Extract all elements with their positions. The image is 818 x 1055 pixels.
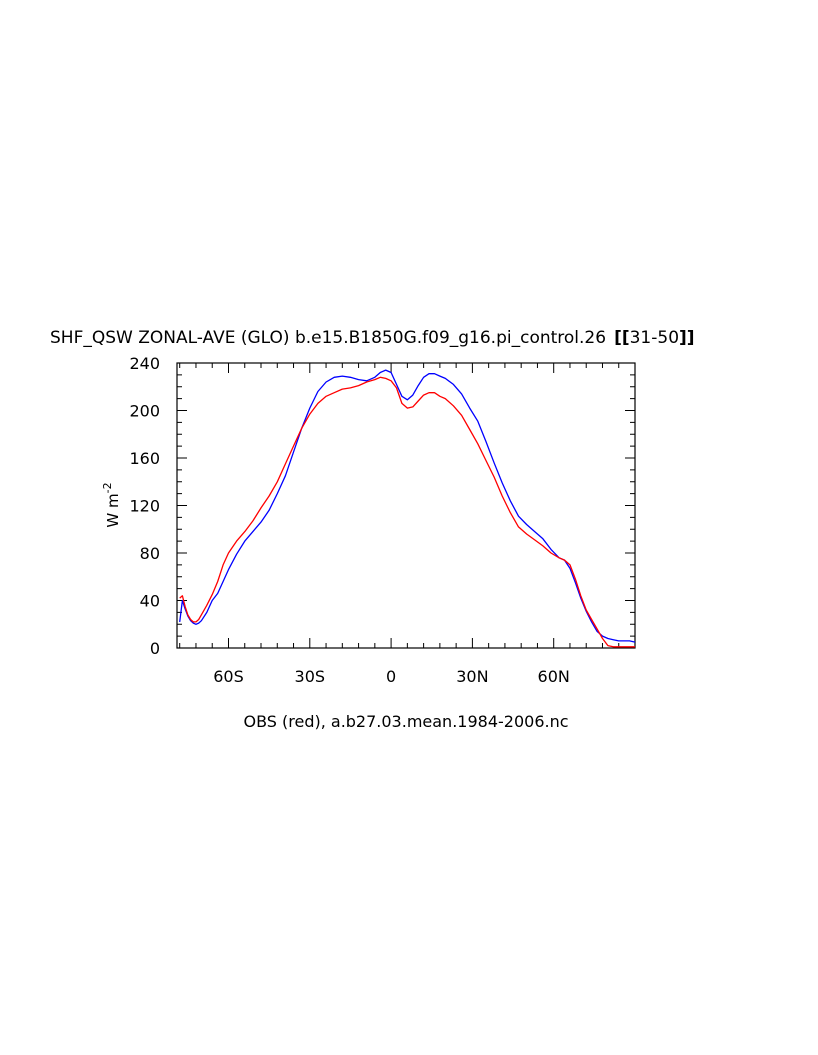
y-tick-label: 160	[129, 449, 160, 468]
x-tick-label: 30S	[295, 667, 326, 686]
series-line-red	[179, 376, 635, 648]
x-tick-label: 0	[386, 667, 396, 686]
y-axis-label-exponent: -2	[101, 482, 114, 493]
y-tick-label: 200	[129, 402, 160, 421]
chart-title: SHF_QSW ZONAL-AVE (GLO) b.e15.B1850G.f09…	[50, 328, 695, 348]
chart-title-range: 31-50	[630, 328, 679, 348]
y-tick-label: 80	[140, 544, 160, 563]
chart-title-bracket-close: ]]	[679, 328, 695, 348]
plot-frame	[176, 362, 636, 649]
series-group	[179, 369, 636, 648]
plot-border	[176, 362, 636, 649]
chart-title-main: SHF_QSW ZONAL-AVE (GLO) b.e15.B1850G.f09…	[50, 328, 606, 348]
series-line-blue	[179, 369, 636, 643]
axis-ticks	[177, 362, 636, 649]
x-tick-labels: 60S 30S 0 30N 60N	[213, 667, 570, 686]
x-axis-label: OBS (red), a.b27.03.mean.1984-2006.nc	[243, 712, 568, 731]
y-tick-label: 40	[140, 592, 160, 611]
y-tick-labels: 0 40 80 120 160 200 240	[129, 354, 160, 658]
y-axis-label-base: W m	[104, 493, 122, 527]
x-tick-label: 60N	[538, 667, 570, 686]
y-tick-label: 240	[129, 354, 160, 373]
y-tick-label: 120	[129, 497, 160, 516]
x-tick-label: 30N	[456, 667, 488, 686]
y-axis-label: W m-2	[101, 482, 122, 527]
x-tick-label: 60S	[213, 667, 244, 686]
y-tick-label: 0	[150, 639, 160, 658]
chart-title-bracket-open: [[	[614, 328, 630, 348]
